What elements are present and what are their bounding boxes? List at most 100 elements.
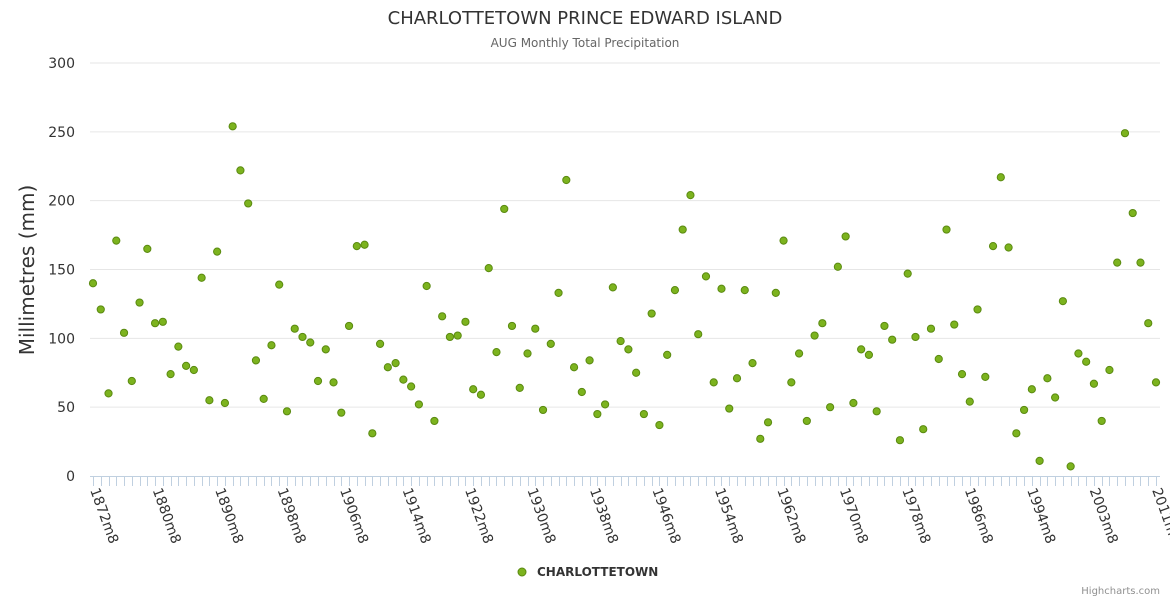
data-point[interactable] <box>407 382 416 391</box>
data-point[interactable] <box>213 247 222 256</box>
data-point[interactable] <box>911 332 920 342</box>
data-point[interactable] <box>756 434 765 443</box>
data-point[interactable] <box>934 354 943 364</box>
data-point[interactable] <box>1136 258 1145 267</box>
data-point[interactable] <box>368 429 377 438</box>
data-point[interactable] <box>166 370 175 379</box>
data-point[interactable] <box>857 345 866 354</box>
data-point[interactable] <box>1035 456 1044 465</box>
data-point[interactable] <box>182 361 191 370</box>
data-point[interactable] <box>663 350 672 359</box>
data-point[interactable] <box>197 273 206 282</box>
data-point[interactable] <box>1027 385 1036 394</box>
data-point[interactable] <box>127 376 136 386</box>
data-point[interactable] <box>1004 243 1013 252</box>
data-point[interactable] <box>569 363 579 372</box>
data-point[interactable] <box>500 204 509 214</box>
data-point[interactable] <box>655 420 664 430</box>
credits-link[interactable]: Highcharts.com <box>1081 586 1160 597</box>
data-point[interactable] <box>818 319 827 328</box>
data-point[interactable] <box>461 317 470 326</box>
data-point[interactable] <box>531 324 540 333</box>
data-point[interactable] <box>996 173 1005 182</box>
data-point[interactable] <box>507 321 517 331</box>
data-point[interactable] <box>414 400 423 409</box>
data-point[interactable] <box>515 383 524 392</box>
data-point[interactable] <box>794 349 804 358</box>
data-point[interactable] <box>1074 349 1083 358</box>
data-point[interactable] <box>1012 429 1021 438</box>
data-point[interactable] <box>313 376 323 386</box>
data-point[interactable] <box>973 305 982 314</box>
data-point[interactable] <box>1120 129 1130 138</box>
data-point[interactable] <box>1082 357 1091 366</box>
data-point[interactable] <box>267 341 276 350</box>
data-point[interactable] <box>329 378 338 387</box>
data-point[interactable] <box>88 279 98 288</box>
data-point[interactable] <box>469 385 478 394</box>
data-point[interactable] <box>445 332 455 342</box>
data-point[interactable] <box>251 356 261 365</box>
data-point[interactable] <box>678 225 687 234</box>
data-point[interactable] <box>787 378 796 387</box>
data-point[interactable] <box>585 356 594 365</box>
data-point[interactable] <box>826 403 835 412</box>
data-point[interactable] <box>259 394 268 404</box>
data-point[interactable] <box>96 305 105 314</box>
data-point[interactable] <box>624 345 633 354</box>
data-point[interactable] <box>150 319 160 328</box>
data-point[interactable] <box>950 320 959 329</box>
data-point[interactable] <box>1019 405 1029 415</box>
data-point[interactable] <box>306 338 315 347</box>
data-point[interactable] <box>1066 462 1075 471</box>
data-point[interactable] <box>802 416 811 426</box>
data-point[interactable] <box>1051 393 1060 402</box>
data-point[interactable] <box>725 404 734 413</box>
data-point[interactable] <box>282 407 292 416</box>
data-point[interactable] <box>601 400 610 409</box>
data-point[interactable] <box>632 368 641 377</box>
data-point[interactable] <box>538 405 548 415</box>
data-point[interactable] <box>484 264 493 273</box>
data-point[interactable] <box>143 244 152 253</box>
data-point[interactable] <box>1058 297 1067 306</box>
data-point[interactable] <box>740 286 749 295</box>
data-point[interactable] <box>375 339 385 348</box>
data-point[interactable] <box>942 225 951 234</box>
data-point[interactable] <box>771 288 780 298</box>
data-point[interactable] <box>1089 379 1099 388</box>
data-point[interactable] <box>344 321 354 331</box>
data-point[interactable] <box>864 350 874 359</box>
data-point[interactable] <box>174 342 183 351</box>
data-point[interactable] <box>748 359 757 368</box>
legend-label[interactable]: CHARLOTTETOWN <box>537 565 658 579</box>
data-point[interactable] <box>1113 258 1122 267</box>
data-point[interactable] <box>352 241 361 251</box>
data-point[interactable] <box>919 425 928 434</box>
data-point[interactable] <box>1043 374 1052 383</box>
data-point[interactable] <box>957 370 967 379</box>
data-point[interactable] <box>686 191 695 200</box>
data-point[interactable] <box>554 288 563 298</box>
data-point[interactable] <box>965 397 974 406</box>
data-point[interactable] <box>112 236 121 245</box>
data-point[interactable] <box>639 409 648 419</box>
data-point[interactable] <box>593 409 602 419</box>
data-point[interactable] <box>1128 208 1137 218</box>
data-point[interactable] <box>119 328 129 337</box>
data-point[interactable] <box>321 345 330 354</box>
data-point[interactable] <box>290 324 299 333</box>
data-point[interactable] <box>888 335 897 344</box>
data-point[interactable] <box>399 375 408 384</box>
data-point[interactable] <box>841 232 850 241</box>
data-point[interactable] <box>453 331 462 340</box>
data-point[interactable] <box>220 398 230 408</box>
legend[interactable]: CHARLOTTETOWN <box>517 565 658 579</box>
data-point[interactable] <box>709 378 718 387</box>
data-point[interactable] <box>717 284 726 293</box>
data-point[interactable] <box>1097 416 1106 426</box>
data-point[interactable] <box>438 312 447 321</box>
data-point[interactable] <box>880 321 889 331</box>
data-point[interactable] <box>228 122 237 131</box>
data-point[interactable] <box>189 365 198 375</box>
